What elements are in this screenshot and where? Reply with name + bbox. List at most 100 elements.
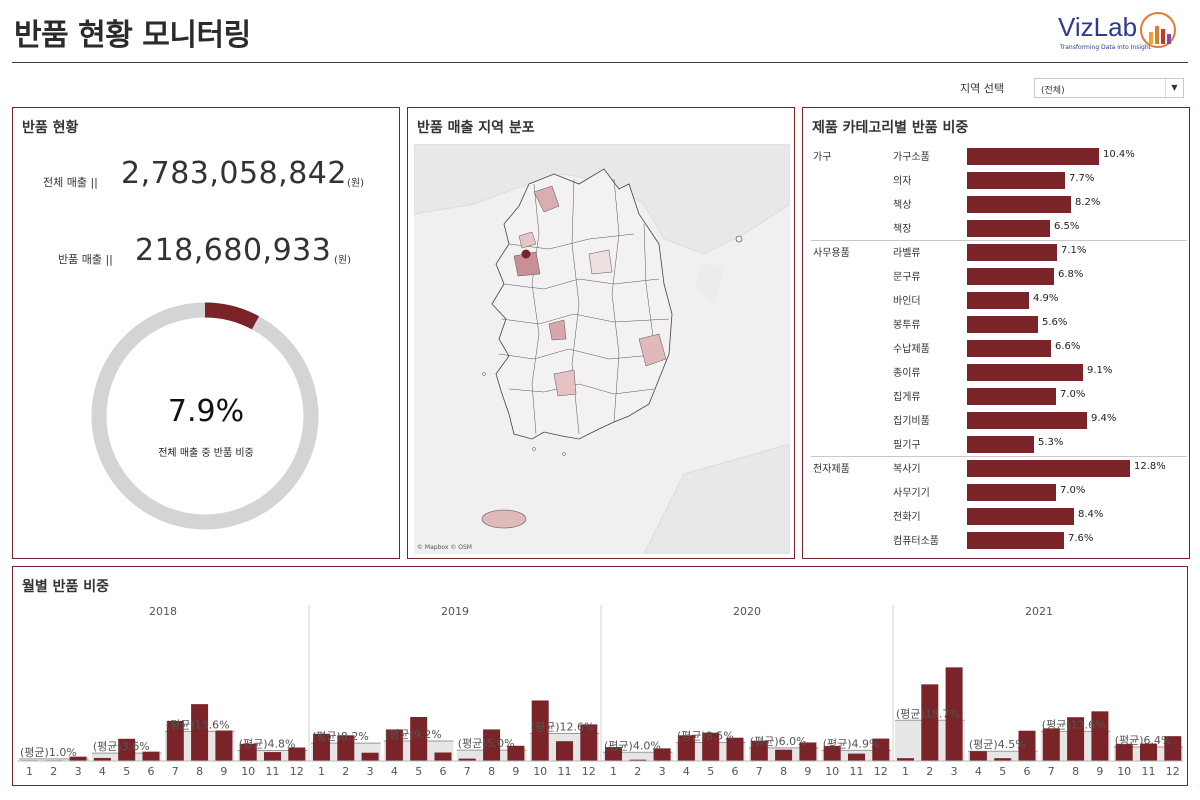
category-bar[interactable] (967, 148, 1099, 165)
category-row[interactable]: 전화기 8.4% (807, 504, 1187, 528)
month-bar[interactable] (215, 730, 233, 761)
month-bar[interactable] (313, 733, 330, 761)
category-row[interactable]: 집게류 7.0% (807, 384, 1187, 408)
month-bar[interactable] (1042, 728, 1060, 761)
month-bar[interactable] (775, 749, 793, 761)
month-bar[interactable] (93, 757, 111, 761)
total-sales-value: 2,783,058,842 (121, 156, 347, 191)
category-row[interactable]: 가구 가구소품 10.4% (807, 144, 1187, 168)
month-bar[interactable] (605, 747, 622, 761)
category-bar[interactable] (967, 196, 1071, 213)
month-bar[interactable] (872, 738, 890, 761)
category-bar[interactable] (967, 508, 1074, 525)
month-bar[interactable] (483, 729, 501, 761)
month-bar[interactable] (823, 745, 841, 761)
category-row[interactable]: 필기구 5.3% (807, 432, 1187, 456)
category-row[interactable]: 바인더 4.9% (807, 288, 1187, 312)
region-select-dropdown[interactable]: (전체) ▼ (1034, 78, 1184, 98)
month-bar[interactable] (702, 732, 720, 761)
category-row[interactable]: 책장 6.5% (807, 216, 1187, 240)
month-bar[interactable] (1115, 743, 1133, 761)
category-row[interactable]: 사무용품 라벨류 7.1% (807, 240, 1187, 264)
category-bar[interactable] (967, 484, 1056, 501)
month-bar[interactable] (1091, 711, 1109, 761)
month-bar[interactable] (921, 684, 939, 761)
month-bar[interactable] (580, 724, 598, 761)
month-bar[interactable] (799, 742, 817, 761)
month-bar[interactable] (629, 759, 647, 761)
month-bar[interactable] (385, 729, 403, 761)
month-bar[interactable] (848, 753, 865, 761)
month-bar[interactable] (653, 748, 671, 761)
month-bar[interactable] (264, 752, 281, 761)
category-bar[interactable] (967, 460, 1130, 477)
month-tick-label: 10 (241, 765, 255, 778)
month-bar[interactable] (1018, 730, 1036, 761)
month-bar[interactable] (337, 735, 355, 761)
category-bar[interactable] (967, 172, 1065, 189)
month-bar[interactable] (118, 738, 136, 761)
category-row[interactable]: 수납제품 6.6% (807, 336, 1187, 360)
month-bar[interactable] (361, 752, 379, 761)
month-tick-label: 12 (582, 765, 596, 778)
month-tick-label: 6 (732, 765, 739, 778)
category-row[interactable]: 사무기기 7.0% (807, 480, 1187, 504)
category-row[interactable]: 봉투류 5.6% (807, 312, 1187, 336)
category-name: 수납제품 (893, 344, 930, 355)
month-bar[interactable] (69, 756, 87, 761)
month-bar[interactable] (677, 735, 695, 761)
category-bar[interactable] (967, 316, 1038, 333)
category-row[interactable]: 집기비품 9.4% (807, 408, 1187, 432)
month-bar[interactable] (897, 758, 914, 761)
category-value-label: 5.3% (1038, 437, 1064, 448)
month-bar[interactable] (434, 752, 452, 761)
category-row[interactable]: 문구류 6.8% (807, 264, 1187, 288)
month-bar[interactable] (288, 747, 306, 761)
month-bar[interactable] (726, 737, 744, 761)
category-row[interactable]: 전자제품 복사기 12.8% (807, 456, 1187, 480)
category-row[interactable]: 의자 7.7% (807, 168, 1187, 192)
month-bar[interactable] (239, 743, 257, 761)
average-label: (평균)3.6% (93, 740, 150, 753)
month-tick-label: 8 (488, 765, 495, 778)
month-bar[interactable] (531, 700, 549, 761)
month-bar[interactable] (1067, 717, 1085, 761)
category-bar[interactable] (967, 436, 1034, 453)
category-bar[interactable] (967, 220, 1050, 237)
month-bar[interactable] (458, 758, 476, 761)
category-value-label: 7.1% (1061, 245, 1087, 256)
month-bar[interactable] (994, 758, 1012, 761)
category-bar[interactable] (967, 412, 1087, 429)
month-bar[interactable] (142, 751, 160, 761)
category-name: 복사기 (893, 464, 921, 475)
month-bar[interactable] (1140, 743, 1157, 761)
month-bar[interactable] (556, 741, 573, 761)
average-label: (평균)13.6% (166, 718, 230, 731)
month-tick-label: 5 (123, 765, 130, 778)
month-tick-label: 10 (533, 765, 547, 778)
month-bar[interactable] (945, 667, 963, 761)
category-row[interactable]: 종이류 9.1% (807, 360, 1187, 384)
chevron-down-icon[interactable]: ▼ (1165, 79, 1183, 97)
category-bar[interactable] (967, 268, 1054, 285)
category-bar[interactable] (967, 388, 1056, 405)
month-bar[interactable] (969, 751, 987, 761)
category-bar[interactable] (967, 244, 1057, 261)
category-row[interactable]: 책상 8.2% (807, 192, 1187, 216)
category-bar[interactable] (967, 292, 1029, 309)
category-bar[interactable] (967, 532, 1064, 549)
month-tick-label: 2 (342, 765, 349, 778)
month-bar[interactable] (191, 704, 209, 761)
month-bar[interactable] (507, 745, 525, 761)
month-bar[interactable] (1164, 736, 1182, 761)
month-bar[interactable] (750, 740, 768, 761)
average-label: (평균)8.5% (677, 729, 734, 742)
month-tick-label: 3 (367, 765, 374, 778)
category-bar[interactable] (967, 340, 1051, 357)
category-bar[interactable] (967, 364, 1083, 381)
month-bar[interactable] (166, 720, 184, 761)
month-bar[interactable] (410, 717, 428, 761)
korea-map[interactable]: © Mapbox © OSM (414, 144, 790, 554)
category-row[interactable]: 컴퓨터소품 7.6% (807, 528, 1187, 552)
